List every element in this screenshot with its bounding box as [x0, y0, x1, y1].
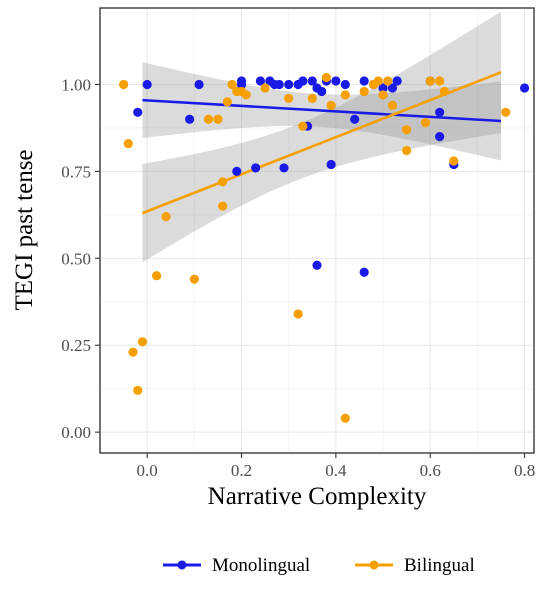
axis-ticks: 0.0 0.2 0.4 0.6 0.8 0.00 0.25 0.50 0.75 1.00 — [61, 75, 535, 480]
legend-label-bilingual: Bilingual — [404, 555, 475, 576]
data-point-monolingual — [284, 79, 294, 90]
plot-panel — [99, 7, 535, 454]
data-point-monolingual — [133, 107, 143, 117]
legend: Monolingual Bilingual — [163, 555, 475, 576]
data-point-monolingual — [326, 159, 336, 170]
data-point-bilingual — [284, 93, 294, 103]
data-point-bilingual — [137, 337, 148, 347]
data-point-bilingual — [298, 121, 308, 131]
data-point-bilingual — [340, 413, 350, 423]
data-point-bilingual — [321, 72, 332, 83]
data-point-monolingual — [298, 76, 308, 86]
data-point-bilingual — [439, 86, 449, 97]
data-point-bilingual — [402, 145, 412, 156]
y-tick-label: 0.00 — [61, 423, 91, 442]
data-point-monolingual — [142, 79, 152, 90]
y-axis-title: TEGI past tense — [11, 149, 38, 310]
data-point-monolingual — [251, 163, 261, 173]
data-point-bilingual — [420, 118, 431, 128]
data-point-bilingual — [161, 211, 171, 222]
data-point-monolingual — [435, 107, 445, 117]
data-point-monolingual — [435, 132, 445, 142]
legend-point-bilingual — [369, 560, 379, 570]
x-tick-label: 0.4 — [325, 461, 347, 480]
data-point-bilingual — [449, 156, 459, 166]
data-point-monolingual — [185, 114, 195, 124]
y-tick-label: 0.75 — [61, 162, 91, 181]
data-point-bilingual — [213, 114, 223, 124]
x-tick-label: 0.8 — [514, 461, 535, 480]
data-point-bilingual — [128, 347, 138, 357]
data-point-monolingual — [350, 114, 360, 124]
data-point-bilingual — [359, 86, 369, 97]
data-point-bilingual — [227, 79, 237, 90]
data-point-monolingual — [331, 76, 341, 86]
data-points — [118, 72, 530, 423]
data-point-monolingual — [359, 76, 369, 86]
data-point-bilingual — [435, 76, 445, 86]
data-point-bilingual — [118, 79, 129, 90]
confidence-band-bilingual — [142, 11, 501, 263]
legend-point-monolingual — [177, 560, 187, 570]
data-point-bilingual — [260, 83, 270, 93]
plot-border — [99, 7, 535, 454]
data-point-monolingual — [378, 83, 388, 93]
data-point-monolingual — [519, 83, 530, 93]
data-point-monolingual — [340, 79, 350, 90]
x-axis-title: Narrative Complexity — [208, 483, 427, 510]
trend-lines — [141, 71, 502, 215]
data-point-bilingual — [218, 177, 228, 187]
data-point-bilingual — [152, 271, 162, 281]
data-point-bilingual — [123, 138, 133, 149]
y-tick-label: 1.00 — [61, 75, 91, 94]
data-point-bilingual — [402, 125, 412, 135]
x-tick-label: 0.2 — [231, 461, 252, 480]
data-point-bilingual — [189, 274, 199, 284]
data-point-bilingual — [425, 76, 435, 86]
data-point-monolingual — [312, 260, 322, 270]
data-point-bilingual — [501, 107, 511, 117]
data-point-monolingual — [274, 79, 284, 90]
data-point-bilingual — [222, 97, 232, 107]
data-point-bilingual — [378, 90, 388, 100]
trend-line-bilingual — [141, 71, 502, 215]
y-tick-label: 0.50 — [61, 249, 91, 268]
data-point-bilingual — [326, 100, 336, 110]
trend-line-monolingual — [142, 98, 502, 123]
data-point-bilingual — [133, 385, 143, 396]
data-point-bilingual — [307, 93, 317, 103]
data-point-monolingual — [307, 76, 317, 86]
data-point-monolingual — [392, 76, 402, 86]
data-point-monolingual — [387, 83, 398, 93]
data-point-monolingual — [317, 86, 327, 97]
data-point-monolingual — [359, 267, 369, 277]
data-point-monolingual — [255, 76, 265, 86]
x-tick-label: 0.0 — [137, 461, 158, 480]
data-point-bilingual — [340, 90, 350, 100]
data-point-bilingual — [241, 90, 251, 100]
data-point-bilingual — [203, 114, 214, 124]
data-point-bilingual — [383, 76, 393, 86]
data-point-bilingual — [293, 309, 303, 319]
legend-label-monolingual: Monolingual — [212, 555, 310, 576]
data-point-monolingual — [194, 79, 204, 90]
data-point-bilingual — [373, 76, 383, 86]
x-tick-label: 0.6 — [420, 461, 441, 480]
data-point-bilingual — [218, 201, 228, 211]
y-tick-label: 0.25 — [61, 336, 91, 355]
data-point-monolingual — [236, 76, 247, 86]
data-point-monolingual — [232, 166, 242, 176]
data-point-monolingual — [279, 163, 289, 173]
data-point-bilingual — [387, 100, 398, 110]
